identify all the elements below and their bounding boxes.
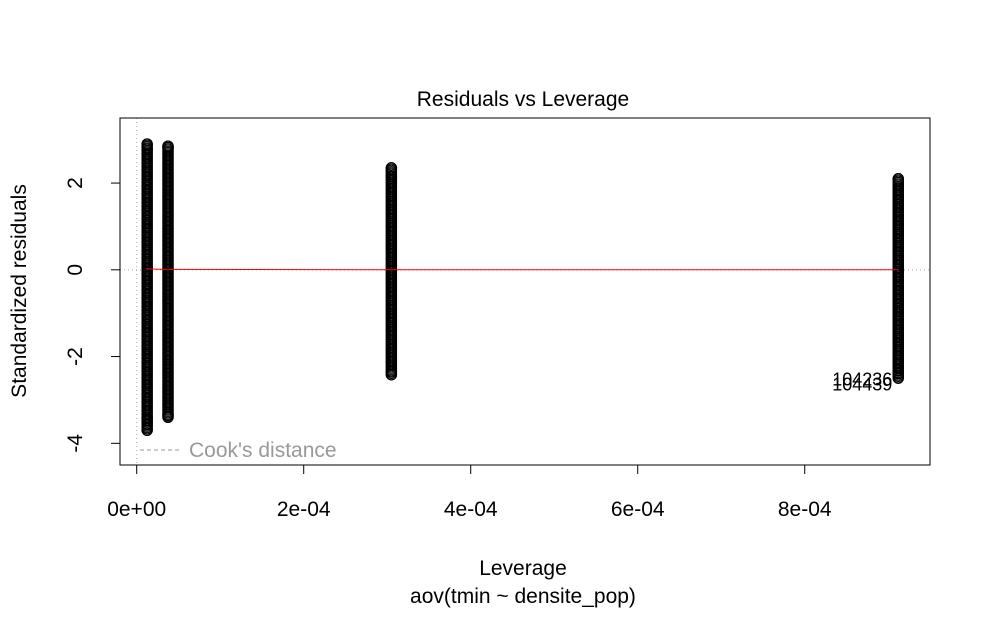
y-tick-label: 2 [64,177,87,189]
data-point [385,369,398,381]
data-point [141,424,153,436]
data-point [162,140,174,152]
data-point [892,173,904,185]
chart-title: Residuals vs Leverage [417,88,629,111]
data-point [141,412,153,424]
plot-frame [119,117,931,466]
data-point [892,367,904,379]
data-point [892,364,904,377]
data-point [385,162,398,174]
data-point [141,138,153,150]
x-tick-label: 6e-04 [611,498,665,521]
point-column-3 [892,173,904,384]
data-point [385,170,398,183]
point-label-0: 104236 [832,369,892,389]
y-tick-label: 0 [64,264,87,276]
point-label-1: 104439 [832,374,892,394]
x-tick-label: 0e+00 [107,498,166,521]
point-column-0 [141,138,153,436]
data-point [141,143,153,155]
point-column-1 [162,140,174,423]
x-axis: 0e+00 2e-04 4e-04 6e-04 8e-04 [107,464,832,521]
legend-label: Cook's distance [189,439,337,462]
y-axis: -4 -2 0 2 [64,177,121,453]
smoother-line [147,268,899,271]
chart-subtitle: aov(tmin ~ densite_pop) [410,585,636,608]
x-tick-label: 2e-04 [277,498,331,521]
y-tick-label: -2 [64,347,87,366]
data-point [162,409,174,421]
legend: Cook's distance [140,439,337,462]
x-tick-label: 4e-04 [444,498,498,521]
data-point [385,366,398,378]
data-point [141,418,153,430]
data-point [141,415,153,427]
point-column-2 [385,162,398,381]
data-point [892,372,904,384]
x-axis-label: Leverage [479,557,567,580]
x-tick-label: 8e-04 [778,498,832,521]
y-tick-label: -4 [64,434,87,453]
y-axis-label: Standardized residuals [8,184,31,398]
